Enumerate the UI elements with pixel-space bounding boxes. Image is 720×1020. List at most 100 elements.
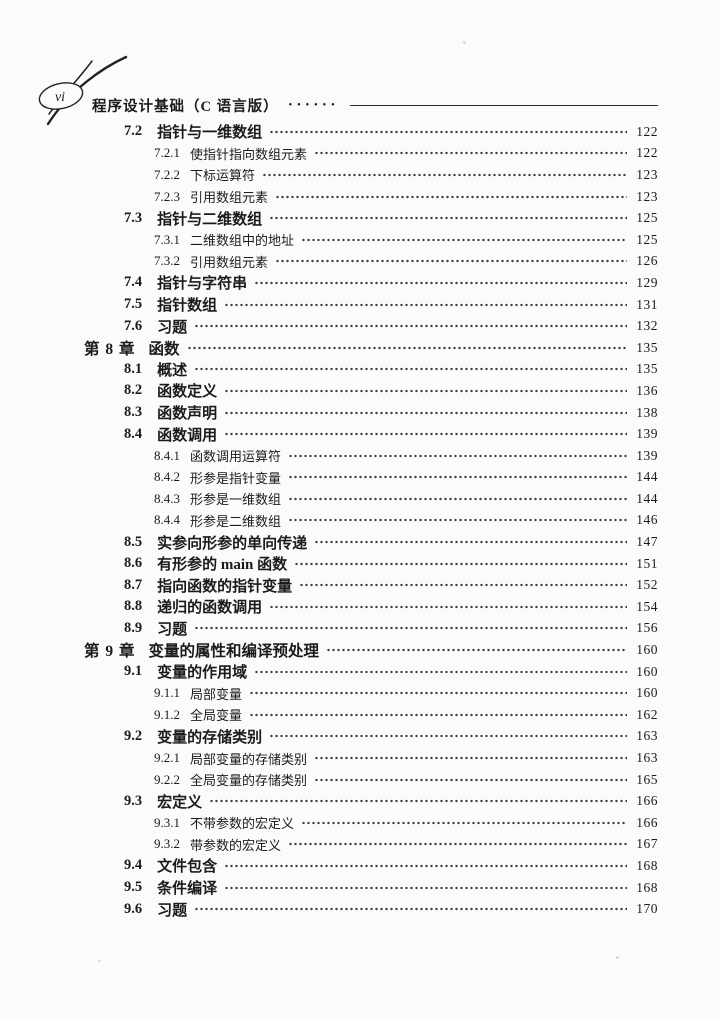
toc-entry-page: 122: [636, 145, 658, 161]
toc-entry-page: 123: [636, 166, 658, 182]
toc-entry-page: 125: [636, 231, 658, 247]
toc-entry-page: 165: [636, 771, 658, 787]
toc-entry: 9.2 变量的存储类别 163: [0, 726, 658, 748]
toc-entry-title: 函数调用: [157, 427, 218, 444]
toc-entry: 9.1.1 局部变量 160: [0, 682, 658, 704]
toc-entry-number: 8.7: [124, 576, 143, 593]
toc-entry: 8.7 指向函数的指针变量 152: [0, 574, 658, 596]
toc-entry-title: 习题: [157, 621, 188, 638]
toc-entry-page: 160: [636, 685, 658, 701]
toc-entry-number: 7.4: [124, 274, 143, 291]
toc-entry-number: 9.2.1: [154, 750, 180, 766]
toc-entry: 9.3 宏定义 166: [0, 790, 658, 812]
dot-leader: [224, 387, 627, 394]
dot-leader: [194, 906, 627, 913]
toc-entry: 8.4.4 形参是二维数组 146: [0, 510, 658, 532]
toc-entry-title: 实参向形参的单向传递: [157, 535, 308, 552]
toc-entry-page: 135: [636, 361, 658, 377]
dot-leader: [288, 517, 627, 524]
dot-leader: [269, 733, 627, 740]
dot-leader: [269, 128, 627, 135]
toc-entry-number: 9.1.1: [154, 685, 180, 701]
page-number-label: vi: [55, 90, 65, 105]
toc-entry-title: 概述: [157, 362, 188, 379]
toc-entry-page: 125: [636, 210, 658, 226]
dot-leader: [224, 862, 627, 869]
toc-entry-page: 151: [636, 555, 658, 571]
toc-entry: 8.6 有形参的 main 函数 151: [0, 553, 658, 575]
header-rule: [349, 104, 658, 106]
dot-leader: [254, 668, 627, 675]
dot-leader: [262, 171, 627, 178]
running-header: 程序设计基础（C 语言版） ••••••: [92, 94, 658, 116]
toc-entry-number: 8.3: [124, 404, 143, 421]
dot-leader: [224, 884, 627, 891]
toc-entry-page: 132: [636, 318, 658, 334]
toc-entry-title: 函数定义: [157, 384, 218, 401]
scan-speck: [616, 956, 619, 959]
dot-leader: [288, 495, 627, 502]
toc-entry-title: 函数调用运算符: [190, 449, 282, 465]
dot-leader: [314, 150, 627, 157]
toc-entry-title: 形参是指针变量: [190, 470, 282, 486]
toc-entry-number: 9.3.2: [154, 836, 180, 852]
toc-entry-page: 122: [636, 123, 658, 139]
dot-leader: [288, 841, 627, 848]
toc-entry: 7.2 指针与一维数组 122: [0, 121, 658, 143]
toc-entry-title: 局部变量的存储类别: [190, 751, 308, 767]
dot-leader: [249, 690, 627, 697]
toc-entry-number: 8.4.3: [154, 490, 180, 506]
toc-entry-number: 7.3.1: [154, 231, 180, 247]
toc-entry-number: 8.4: [124, 425, 143, 442]
toc-entry-page: 139: [636, 447, 658, 463]
toc-entry: 8.2 函数定义 136: [0, 380, 658, 402]
toc-entry-page: 162: [636, 706, 658, 722]
dot-leader: [299, 582, 627, 589]
toc-entry-number: 7.3.2: [154, 253, 180, 269]
toc-entry-page: 131: [636, 296, 658, 312]
calligraphic-v-icon: vi: [38, 55, 128, 126]
toc-entry-page: 166: [636, 814, 658, 830]
toc-entry: 8.5 实参向形参的单向传递 147: [0, 531, 658, 553]
toc-entry-title: 指针与二维数组: [157, 211, 263, 228]
toc-entry-page: 154: [636, 598, 658, 614]
toc-entry: 7.2.1 使指针指向数组元素 122: [0, 143, 658, 165]
dot-leader: [269, 603, 627, 610]
toc-entry-page: 123: [636, 188, 658, 204]
toc-entry-number: 7.6: [124, 317, 143, 334]
toc-entry: 7.3.2 引用数组元素 126: [0, 251, 658, 273]
toc-entry-number: 8.2: [124, 382, 143, 399]
toc-entry-page: 152: [636, 577, 658, 593]
toc-list: 7.2 指针与一维数组 122 7.2.1 使指针指向数组元素 122 7.2.…: [0, 121, 658, 920]
toc-entry: 8.9 习题 156: [0, 618, 658, 640]
toc-entry-title: 变量的存储类别: [157, 729, 263, 746]
toc-entry: 9.5 条件编译 168: [0, 877, 658, 899]
toc-entry-title: 习题: [157, 902, 188, 919]
toc-entry-title: 变量的属性和编译预处理: [148, 643, 320, 661]
toc-entry-number: 9.6: [124, 900, 143, 917]
toc-entry-page: 156: [636, 620, 658, 636]
toc-entry-title: 引用数组元素: [190, 190, 269, 206]
dot-leader: [249, 711, 627, 718]
toc-entry-number: 7.5: [124, 296, 143, 313]
toc-entry-number: 7.2: [124, 123, 143, 140]
toc-entry-page: 139: [636, 426, 658, 442]
toc-entry: 9.6 习题 170: [0, 898, 658, 920]
toc-entry-page: 163: [636, 750, 658, 766]
toc-entry-title: 形参是一维数组: [190, 492, 282, 508]
toc-entry: 7.2.2 下标运算符 123: [0, 164, 658, 186]
scan-speck: [98, 960, 101, 962]
dot-leader: [314, 755, 627, 762]
toc-entry-page: 147: [636, 534, 658, 550]
dot-leader: [224, 409, 627, 416]
toc-entry: 9.2.1 局部变量的存储类别 163: [0, 747, 658, 769]
toc-entry-number: 8.4.2: [154, 469, 180, 485]
dot-leader: [194, 366, 627, 373]
toc-entry-number: 9.1: [124, 663, 143, 680]
chapter-ornament: vi: [34, 54, 130, 130]
toc-entry-title: 全局变量: [190, 708, 243, 724]
dot-leader: [224, 431, 627, 438]
dot-leader: [301, 236, 627, 243]
toc-entry-title: 宏定义: [157, 794, 203, 811]
dot-leader: [326, 647, 627, 654]
